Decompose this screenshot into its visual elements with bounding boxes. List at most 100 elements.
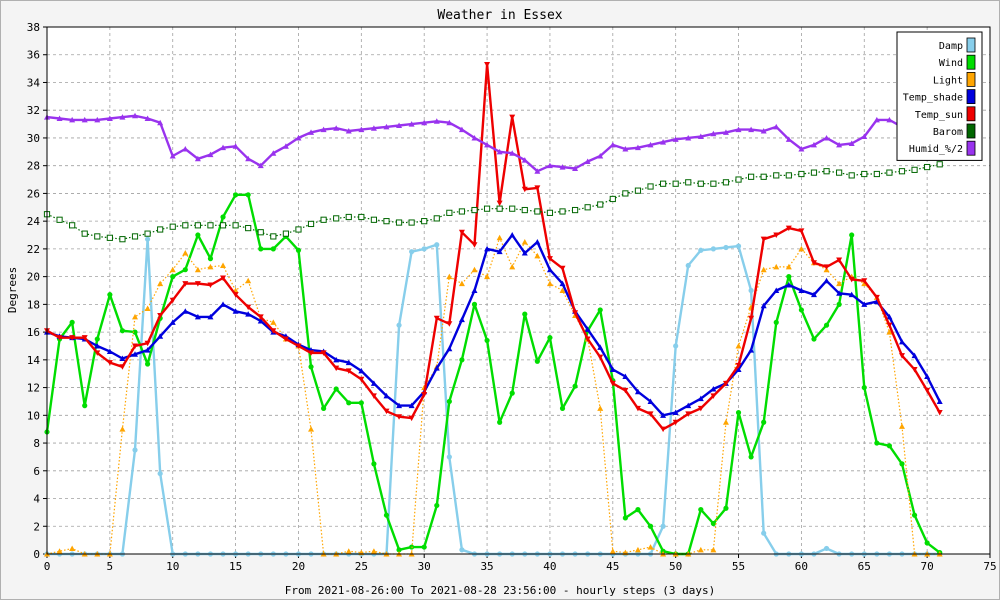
data-point-temp-shade xyxy=(396,402,403,409)
x-tick-label: 35 xyxy=(480,560,493,573)
y-tick-label: 34 xyxy=(27,76,41,89)
data-point-temp-sun xyxy=(546,256,553,262)
data-point-barom xyxy=(546,209,554,216)
data-point-temp-sun xyxy=(408,415,415,422)
data-point-light xyxy=(119,426,126,432)
data-point-light xyxy=(484,273,491,280)
data-point-barom xyxy=(81,230,88,237)
data-point-temp-shade xyxy=(861,301,868,307)
data-point-damp xyxy=(735,243,742,249)
x-tick-label: 25 xyxy=(355,560,368,573)
data-point-temp-shade xyxy=(245,311,252,317)
data-point-light xyxy=(169,266,176,273)
y-axis-label: Degrees xyxy=(6,267,19,313)
data-point-temp-sun xyxy=(484,61,491,68)
data-point-barom xyxy=(270,233,277,240)
data-point-barom xyxy=(307,220,315,228)
data-point-temp-shade xyxy=(597,344,604,350)
data-point-wind xyxy=(69,319,75,325)
data-point-wind xyxy=(823,322,830,328)
data-point-barom xyxy=(131,233,139,240)
data-point-damp xyxy=(748,287,754,294)
data-point-humid-2 xyxy=(660,139,667,145)
data-point-temp-sun xyxy=(634,405,641,412)
data-point-humid-2 xyxy=(509,150,516,156)
legend-swatch xyxy=(966,106,976,122)
data-point-wind xyxy=(836,301,842,307)
data-point-humid-2 xyxy=(534,168,541,174)
legend-swatch xyxy=(966,54,976,70)
data-point-temp-shade xyxy=(798,287,805,293)
data-point-humid-2 xyxy=(609,141,616,148)
data-point-barom xyxy=(144,230,151,237)
data-point-wind xyxy=(295,247,302,253)
data-point-temp-shade xyxy=(546,266,553,273)
x-tick-label: 15 xyxy=(229,560,242,573)
data-point-humid-2 xyxy=(521,157,528,163)
data-point-damp xyxy=(723,244,729,251)
data-point-wind xyxy=(698,507,704,513)
data-point-barom xyxy=(320,216,327,223)
data-point-barom xyxy=(295,226,302,233)
data-point-light xyxy=(345,548,352,554)
data-point-wind xyxy=(647,523,654,529)
data-point-barom xyxy=(622,190,629,197)
legend-swatch xyxy=(966,72,976,87)
data-point-temp-sun xyxy=(194,281,201,287)
y-tick-label: 4 xyxy=(33,493,40,506)
data-point-temp-sun xyxy=(270,328,277,334)
data-point-light xyxy=(534,252,541,259)
data-point-barom xyxy=(182,222,189,229)
data-point-temp-shade xyxy=(521,250,528,256)
data-point-wind xyxy=(346,400,352,406)
data-point-barom xyxy=(735,176,742,183)
data-point-temp-sun xyxy=(396,414,403,420)
x-tick-label: 45 xyxy=(606,560,619,573)
data-point-wind xyxy=(321,405,327,411)
data-point-humid-2 xyxy=(358,126,365,133)
data-point-humid-2 xyxy=(446,119,453,126)
data-point-barom xyxy=(157,226,164,233)
data-point-barom xyxy=(597,201,604,208)
data-point-wind xyxy=(635,507,641,513)
data-point-barom xyxy=(760,173,767,180)
data-point-light xyxy=(509,263,516,270)
data-point-damp xyxy=(144,236,151,242)
data-point-humid-2 xyxy=(308,129,315,135)
data-point-humid-2 xyxy=(270,150,277,156)
data-point-barom xyxy=(471,206,478,214)
data-point-damp xyxy=(446,454,452,460)
data-point-wind xyxy=(497,419,503,425)
data-point-barom xyxy=(836,169,843,176)
data-point-humid-2 xyxy=(421,119,428,126)
data-point-humid-2 xyxy=(119,114,126,120)
data-point-humid-2 xyxy=(232,143,239,149)
data-point-wind xyxy=(735,409,742,416)
x-tick-label: 20 xyxy=(292,560,305,573)
data-point-temp-shade xyxy=(748,347,755,353)
y-tick-label: 22 xyxy=(27,243,40,256)
legend-label: Barom xyxy=(933,127,963,138)
data-point-temp-shade xyxy=(408,402,415,409)
data-point-humid-2 xyxy=(458,126,465,133)
y-tick-label: 30 xyxy=(27,132,40,145)
x-tick-label: 30 xyxy=(418,560,431,573)
data-point-light xyxy=(559,287,566,293)
data-point-barom xyxy=(458,208,466,215)
series-line-temp-sun xyxy=(46,63,941,431)
data-point-temp-sun xyxy=(597,354,604,361)
data-point-light xyxy=(69,545,76,551)
data-point-barom xyxy=(634,187,642,194)
data-point-humid-2 xyxy=(320,126,327,133)
data-point-temp-sun xyxy=(333,365,340,372)
legend-label: Temp_shade xyxy=(903,93,963,104)
data-point-temp-shade xyxy=(911,352,918,359)
data-point-wind xyxy=(899,461,905,467)
data-point-temp-shade xyxy=(471,287,478,293)
data-point-temp-shade xyxy=(257,318,264,324)
data-point-temp-sun xyxy=(496,200,503,207)
data-point-barom xyxy=(911,166,918,173)
data-point-barom xyxy=(257,229,264,236)
data-point-humid-2 xyxy=(634,144,641,151)
